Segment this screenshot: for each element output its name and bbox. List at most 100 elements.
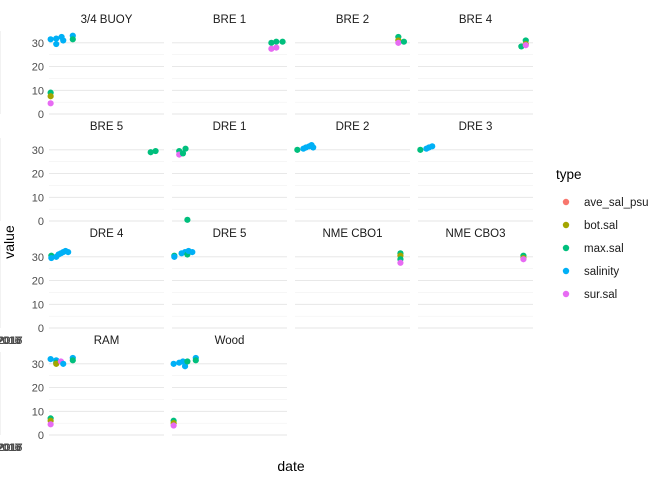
point-salinity	[429, 143, 436, 150]
y-tick-label: 0	[38, 109, 44, 121]
y-tick-label: 30	[32, 252, 44, 264]
legend-label: sur.sal	[584, 289, 617, 301]
legend-entry-max-sal: max.sal	[562, 243, 624, 255]
panel-title: NME CBO1	[322, 228, 382, 240]
legend-entry-bot-sal: bot.sal	[562, 220, 618, 232]
panel-title: BRE 4	[459, 14, 493, 26]
panel-3-4-buoy: 3/4 BUOY 0 10 20 30	[0, 14, 164, 121]
point-salinity	[47, 356, 54, 363]
legend-label: bot.sal	[584, 220, 618, 232]
point-sur-sal	[47, 100, 54, 107]
panel-bre-5: BRE 5 0 10 20 30	[0, 121, 164, 228]
legend-key	[562, 221, 570, 229]
point-sur-sal	[47, 421, 54, 428]
y-tick-label: 30	[32, 145, 44, 157]
y-tick-label: 20	[32, 383, 44, 395]
y-tick-label: 10	[32, 85, 44, 97]
point-max-sal	[69, 36, 76, 43]
point-salinity	[60, 37, 67, 44]
point-salinity	[60, 360, 67, 367]
panel-dre-1: DRE 1	[0, 121, 287, 223]
panel-dre-3: DRE 3	[0, 121, 533, 222]
point-salinity	[65, 249, 72, 256]
panel-title: BRE 5	[90, 121, 123, 133]
point-sur-sal	[520, 256, 527, 263]
point-salinity	[171, 253, 178, 260]
panel-title: Wood	[215, 335, 245, 347]
y-tick-label: 30	[32, 38, 44, 50]
legend-key	[562, 244, 570, 252]
point-max-sal	[279, 38, 286, 45]
point-salinity	[48, 254, 55, 262]
x-tick-label: Apr 2017	[0, 335, 22, 347]
point-max-sal	[179, 150, 187, 157]
legend-label: ave_sal_psu	[584, 197, 649, 209]
panel-dre-4: DRE 4 0 10 20 30	[0, 228, 164, 335]
x-tick-label: Jan 2017	[0, 442, 23, 454]
legend-label: max.sal	[584, 243, 624, 255]
y-tick-label: 20	[32, 169, 44, 181]
panel-dre-2: DRE 2	[0, 121, 410, 222]
legend: type ave_sal_psu bot.sal max.sal salinity su…	[556, 167, 649, 301]
point-max-sal	[147, 149, 154, 156]
legend-entry-salinity: salinity	[562, 266, 619, 278]
panel-title: DRE 1	[213, 121, 247, 133]
point-max-sal	[417, 146, 424, 153]
point-sur-sal	[170, 422, 177, 429]
point-salinity	[53, 40, 60, 48]
panel-bre-1: BRE 1	[0, 14, 287, 115]
y-tick-label: 0	[38, 430, 44, 442]
x-tick-label: Oct 2016	[0, 442, 22, 454]
point-sur-sal	[522, 42, 529, 49]
legend-label: salinity	[584, 266, 619, 278]
panel-title: 3/4 BUOY	[81, 14, 133, 26]
point-max-sal	[400, 38, 408, 45]
panel-title: BRE 1	[213, 14, 246, 26]
panel-title: DRE 5	[213, 228, 247, 240]
x-tick-label: Jan 2017	[0, 442, 23, 454]
point-salinity	[47, 36, 54, 43]
x-tick-label: Jul 2016	[0, 335, 21, 347]
y-tick-label: 10	[32, 406, 44, 418]
x-tick-label: Apr 2017	[0, 442, 22, 454]
y-tick-label: 0	[38, 323, 44, 335]
panel-title: BRE 2	[336, 14, 369, 26]
x-tick-label: Jan 2017	[0, 335, 23, 347]
x-tick-label: Apr 2017	[0, 335, 22, 347]
panel-nme-cbo3: NME CBO3 Jul 2016Oct 2016Jan 2017Apr 2017…	[0, 228, 533, 347]
panel-title: DRE 2	[336, 121, 370, 133]
y-tick-label: 10	[32, 192, 44, 204]
point-salinity	[181, 363, 189, 370]
legend-key	[562, 267, 570, 275]
panel-bre-4: BRE 4	[0, 14, 533, 115]
panel-title: DRE 4	[90, 228, 124, 240]
point-max-sal	[294, 146, 301, 153]
point-salinity	[179, 358, 187, 365]
point-max-sal	[184, 358, 191, 365]
x-tick-label: Jul 2017	[0, 442, 21, 454]
legend-entry-ave-sal-psu: ave_sal_psu	[562, 197, 649, 209]
point-max-sal	[192, 357, 199, 364]
point-sur-sal	[397, 259, 404, 266]
x-axis-title: date	[277, 458, 304, 474]
x-tick-label: Jul 2017	[0, 335, 21, 347]
x-tick-label: Jul 2017	[0, 442, 21, 454]
x-tick-label: Jul 2016	[0, 335, 21, 347]
x-tick-label: Jan 2017	[0, 335, 23, 347]
y-tick-label: 20	[32, 62, 44, 74]
panel-bre-2: BRE 2	[0, 14, 410, 115]
x-tick-label: Jul 2017	[0, 335, 21, 347]
point-max-sal	[273, 38, 280, 45]
x-tick-label: Oct 2016	[0, 335, 22, 347]
point-max-sal	[268, 39, 275, 46]
point-sur-sal	[268, 45, 275, 52]
point-sur-sal	[395, 39, 402, 46]
y-tick-label: 30	[32, 359, 44, 371]
y-tick-label: 20	[32, 276, 44, 288]
panels-layer: 3/4 BUOY 0 10 20 30 BRE 1 BRE 2 BRE 4 BRE 5 0 10 20…	[0, 14, 533, 454]
x-tick-label: Oct 2016	[0, 335, 22, 347]
point-max-sal	[184, 216, 191, 223]
legend-key	[562, 290, 570, 298]
panel-ram: RAM0102030Jul 2016Oct 2016Jan 2017Apr 20…	[0, 335, 164, 454]
